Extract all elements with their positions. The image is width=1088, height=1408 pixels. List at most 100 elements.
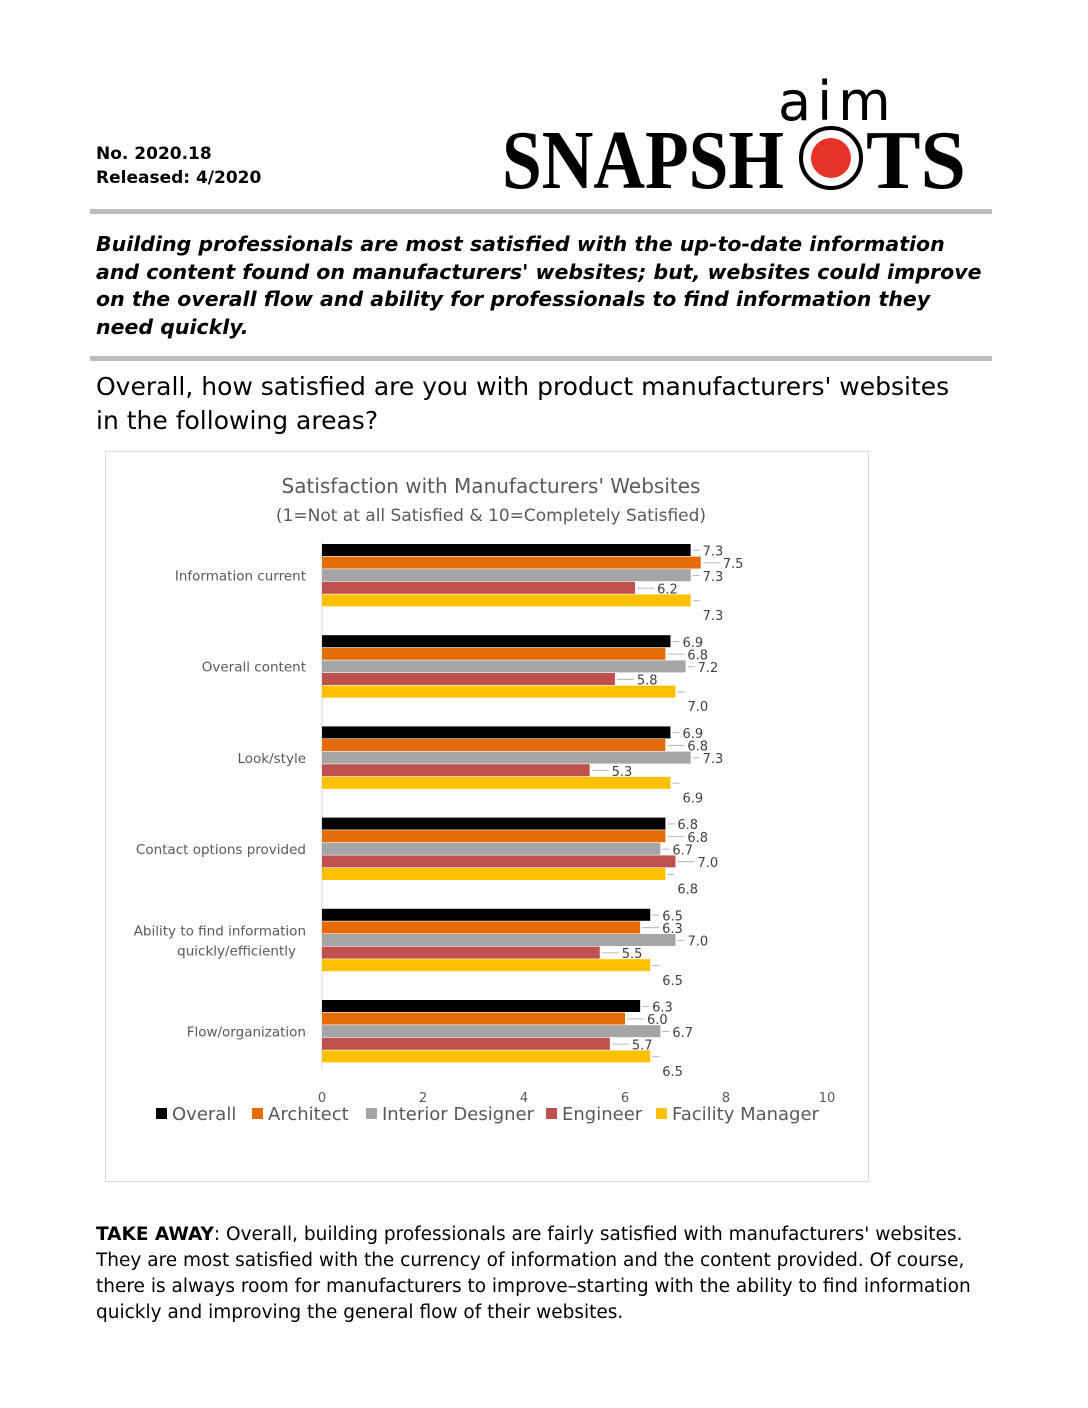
value-label: 6.5: [662, 909, 683, 924]
logo-ts-text: TS: [866, 114, 966, 200]
legend-label: Engineer: [562, 1104, 643, 1125]
bar: [322, 959, 651, 972]
value-label: 5.3: [612, 765, 633, 780]
bar: [322, 581, 636, 594]
bar: [322, 934, 676, 946]
value-label: 6.9: [682, 636, 703, 651]
value-label: 6.5: [662, 1065, 683, 1080]
bar: [322, 764, 590, 777]
legend-swatch: [252, 1108, 263, 1119]
category-label: Flow/organization: [187, 1025, 306, 1041]
snapshot-meta: No. 2020.18 Released: 4/2020: [96, 142, 261, 190]
bar: [322, 817, 666, 830]
value-label: 6.7: [672, 843, 693, 858]
takeaway-label: TAKE AWAY: [96, 1224, 214, 1245]
value-label: 6.8: [687, 740, 708, 755]
headline: Building professionals are most satisfie…: [96, 232, 982, 339]
chart-container: Satisfaction with Manufacturers' Website…: [105, 451, 869, 1182]
bar: [322, 1037, 610, 1050]
x-axis-ticks: 0 2 4 6 8 10: [318, 1091, 835, 1106]
category-label: Look/style: [237, 751, 306, 767]
value-label: 6.8: [687, 831, 708, 846]
value-label: 7.3: [703, 752, 724, 767]
bar: [322, 1012, 625, 1025]
logo-red-dot: [811, 138, 851, 178]
value-label: 7.0: [698, 856, 719, 871]
value-label: 6.3: [652, 1001, 673, 1016]
bar: [322, 569, 691, 582]
x-tick-label: 8: [722, 1091, 730, 1106]
x-tick-label: 10: [819, 1091, 836, 1106]
bar: [322, 726, 671, 739]
bar: [322, 842, 661, 855]
takeaway-paragraph: TAKE AWAY: Overall, building professiona…: [96, 1222, 996, 1326]
aim-snapshots-logo: aim SNAPSH TS: [502, 70, 966, 200]
bar: [322, 556, 701, 569]
bar: [322, 544, 691, 556]
category-label: Contact options provided: [136, 842, 306, 858]
bar: [322, 685, 676, 698]
chart-title: Satisfaction with Manufacturers' Website…: [282, 474, 701, 498]
value-label: 7.0: [688, 700, 709, 715]
legend-swatch: [656, 1108, 667, 1119]
value-label: 7.5: [723, 557, 744, 572]
bar: [322, 660, 686, 673]
bar: [322, 830, 666, 843]
value-label: 7.0: [688, 935, 709, 950]
value-label: 6.9: [682, 791, 703, 806]
value-label: 6.8: [687, 648, 708, 663]
legend-label: Interior Designer: [382, 1104, 535, 1125]
bar: [322, 776, 671, 789]
release-date: Released: 4/2020: [96, 168, 262, 188]
value-label: 7.2: [698, 661, 719, 676]
value-label: 6.5: [662, 974, 683, 989]
bar: [322, 908, 651, 921]
logo-aim-text: aim: [778, 70, 897, 133]
logo-snapsh-text: SNAPSH: [502, 114, 784, 200]
value-label: 6.8: [677, 818, 698, 833]
bar: [322, 1050, 651, 1063]
bar: [322, 1000, 641, 1012]
category-label: Information current: [175, 569, 306, 585]
legend-swatch: [156, 1108, 167, 1119]
category-labels: Information current Overall content Look/s…: [134, 569, 306, 1041]
bar: [322, 868, 666, 880]
snapshot-number: No. 2020.18: [96, 144, 212, 164]
legend-label: Architect: [268, 1104, 349, 1125]
bar: [322, 751, 691, 764]
bar: [322, 946, 600, 959]
bar: [322, 1025, 661, 1038]
logo-o-ring: [799, 126, 863, 190]
legend-swatch: [366, 1108, 377, 1119]
chart-legend: Overall Architect Interior Designer Enginee…: [156, 1104, 820, 1125]
top-divider: [90, 209, 992, 214]
value-label: 6.2: [657, 582, 678, 597]
bar: [322, 921, 641, 934]
value-label: 7.3: [703, 570, 724, 585]
value-label: 6.0: [647, 1013, 668, 1028]
middle-divider: [90, 356, 992, 361]
x-tick-label: 2: [419, 1091, 427, 1106]
x-tick-label: 0: [318, 1091, 326, 1106]
chart-subtitle: (1=Not at all Satisfied & 10=Completely …: [276, 506, 706, 526]
chart-bars: 7.37.57.36.27.36.96.87.25.87.06.96.87.35…: [321, 540, 744, 1080]
x-tick-label: 6: [621, 1091, 629, 1106]
bar: [322, 855, 676, 868]
legend-label: Facility Manager: [672, 1104, 820, 1125]
legend-label: Overall: [172, 1104, 236, 1125]
survey-question: Overall, how satisfied are you with prod…: [96, 372, 950, 435]
category-label: Ability to find information quickly/effic…: [134, 923, 306, 959]
satisfaction-bar-chart: Satisfaction with Manufacturers' Website…: [134, 474, 836, 1125]
x-tick-label: 4: [520, 1091, 528, 1106]
value-label: 6.8: [677, 883, 698, 898]
bar: [322, 594, 691, 607]
value-label: 5.7: [632, 1038, 653, 1053]
value-label: 6.9: [682, 727, 703, 742]
value-label: 6.3: [662, 922, 683, 937]
category-label: Overall content: [202, 660, 306, 676]
value-label: 7.3: [703, 609, 724, 624]
takeaway-text: : Overall, building professionals are fa…: [96, 1224, 971, 1323]
bar: [322, 647, 666, 660]
legend-swatch: [546, 1108, 557, 1119]
bar: [322, 739, 666, 751]
